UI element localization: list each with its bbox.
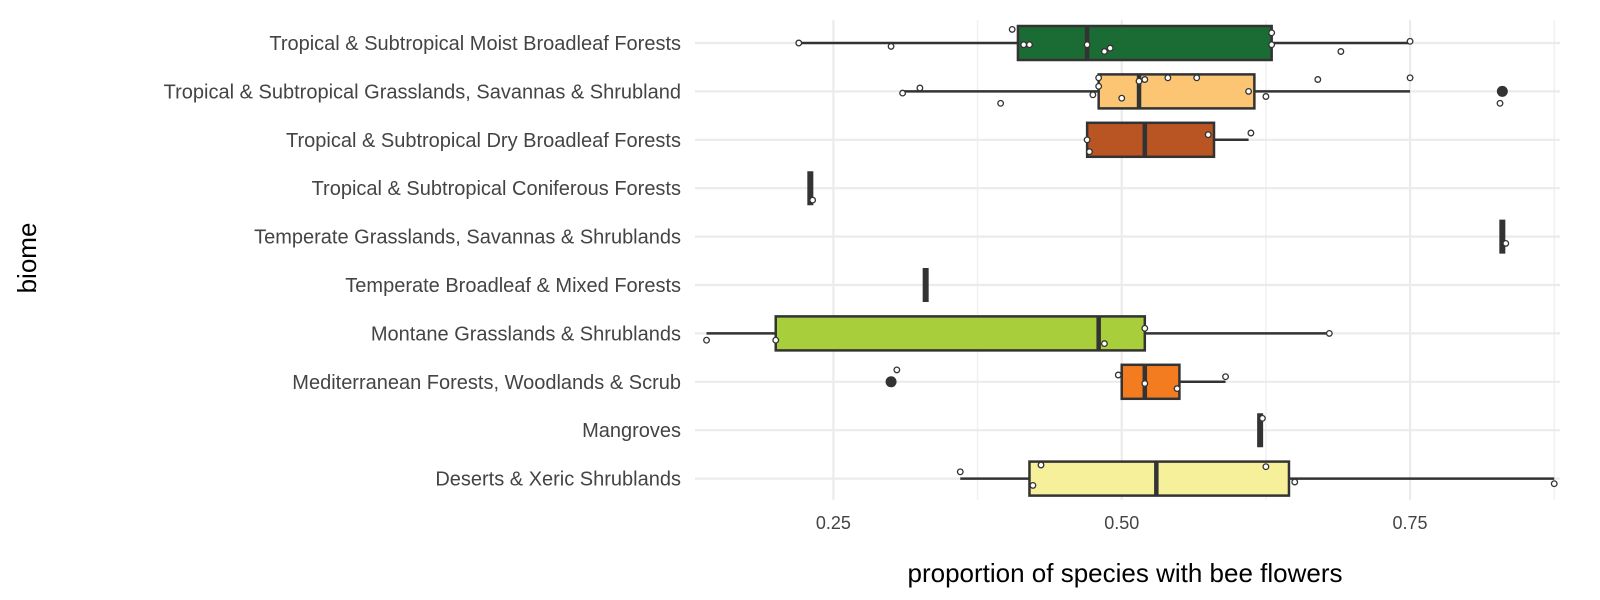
data-point [809, 196, 817, 204]
x-tick-label: 0.75 [1393, 513, 1428, 533]
box [1028, 460, 1291, 497]
data-point [1314, 76, 1322, 83]
data-point [1100, 340, 1108, 348]
data-point [1268, 29, 1276, 37]
data-point [1083, 136, 1091, 144]
data-point [1550, 480, 1558, 488]
data-point [1118, 94, 1126, 102]
x-axis-title: proportion of species with bee flowers [907, 558, 1342, 588]
outlier-point [1496, 85, 1508, 97]
data-point [1262, 463, 1270, 471]
y-tick-label: Deserts & Xeric Shrublands [435, 469, 681, 491]
data-point [1406, 37, 1414, 45]
y-tick-label: Temperate Grasslands, Savannas & Shrubla… [254, 227, 681, 249]
data-point [1258, 414, 1266, 422]
data-point [1100, 48, 1108, 55]
y-tick-label: Tropical & Subtropical Coniferous Forest… [312, 178, 681, 200]
y-tick-label: Temperate Broadleaf & Mixed Forests [345, 275, 681, 297]
data-point [956, 468, 964, 476]
data-point [916, 84, 924, 92]
data-point [1085, 148, 1093, 156]
data-point [1020, 41, 1028, 49]
box [1120, 363, 1181, 401]
data-point [1291, 478, 1299, 486]
data-point [1245, 87, 1253, 95]
data-point [1164, 74, 1172, 82]
data-point [1141, 76, 1149, 83]
data-point [1193, 74, 1201, 82]
data-point [1083, 41, 1091, 49]
data-point [887, 42, 895, 50]
data-point [772, 336, 780, 344]
box [1097, 73, 1256, 110]
data-point [1502, 239, 1510, 247]
data-point [1135, 77, 1143, 85]
data-point [1141, 324, 1149, 332]
data-point [1173, 385, 1181, 393]
data-point [899, 89, 907, 97]
data-point [1325, 329, 1333, 337]
y-tick-label: Mangroves [582, 420, 681, 442]
data-point [1114, 371, 1122, 379]
data-point [1337, 48, 1345, 55]
label-layer: 0.25 0.50 0.75 Tropical & Subtropical Moist… [164, 33, 1428, 533]
box [774, 315, 1147, 352]
data-point [1095, 74, 1103, 82]
y-tick-label: Mediterranean Forests, Woodlands & Scrub [292, 372, 681, 394]
data-point [1268, 41, 1276, 49]
data-point [1106, 44, 1114, 52]
data-point [795, 39, 803, 47]
data-point [893, 366, 901, 374]
y-tick-label: Tropical & Subtropical Grasslands, Savan… [164, 81, 681, 103]
data-point [1095, 82, 1103, 90]
outlier-point [885, 376, 897, 388]
y-tick-label: Tropical & Subtropical Dry Broadleaf For… [286, 130, 681, 152]
y-axis-title: biome [12, 223, 42, 294]
data-point [1037, 461, 1045, 469]
box [1085, 121, 1216, 159]
data-point [1406, 74, 1414, 82]
y-tick-label: Montane Grasslands & Shrublands [371, 323, 681, 345]
data-point [1008, 25, 1016, 33]
data-point [1247, 129, 1255, 137]
data-point [1089, 91, 1097, 99]
x-tick-label: 0.50 [1104, 513, 1139, 533]
data-point [1026, 41, 1033, 49]
data-point [1222, 373, 1229, 381]
data-point [1496, 99, 1504, 107]
y-tick-label: Tropical & Subtropical Moist Broadleaf F… [269, 33, 681, 55]
box [1016, 24, 1273, 62]
data-point [1141, 380, 1149, 387]
data-point [703, 336, 710, 344]
data-point [1204, 131, 1212, 139]
data-point [997, 99, 1005, 107]
data-point [1262, 93, 1270, 100]
point-layer [703, 25, 1558, 489]
x-tick-label: 0.25 [816, 513, 851, 533]
data-point [1029, 481, 1037, 489]
